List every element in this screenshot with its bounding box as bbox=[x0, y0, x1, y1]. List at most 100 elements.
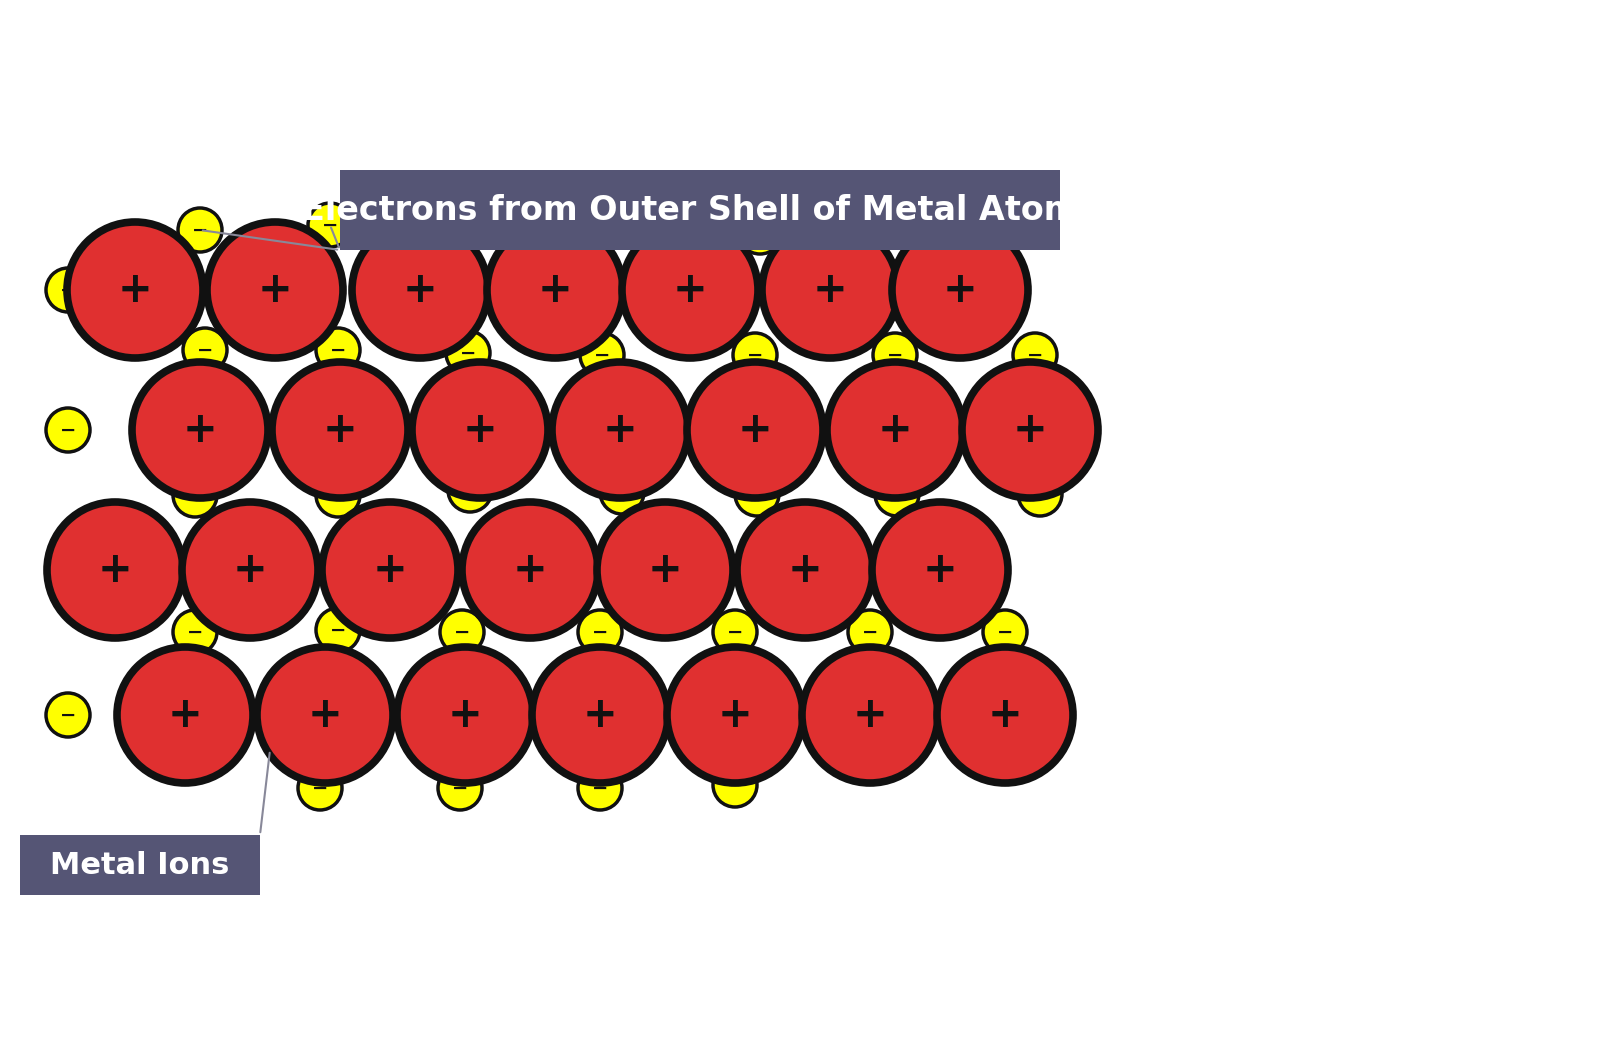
Circle shape bbox=[552, 363, 688, 498]
Circle shape bbox=[597, 502, 733, 638]
Text: −: − bbox=[330, 485, 346, 505]
Text: −: − bbox=[886, 346, 902, 365]
Text: −: − bbox=[726, 622, 742, 641]
Circle shape bbox=[317, 473, 360, 517]
Circle shape bbox=[178, 208, 222, 252]
Circle shape bbox=[874, 333, 917, 377]
Text: +: + bbox=[672, 269, 707, 311]
Circle shape bbox=[206, 222, 342, 358]
Text: −: − bbox=[462, 480, 478, 499]
Circle shape bbox=[438, 766, 482, 810]
Text: −: − bbox=[459, 343, 477, 363]
Circle shape bbox=[446, 331, 490, 375]
Text: −: − bbox=[451, 778, 469, 797]
Circle shape bbox=[938, 210, 982, 254]
Text: −: − bbox=[192, 220, 208, 240]
Circle shape bbox=[686, 363, 822, 498]
Text: −: − bbox=[1027, 346, 1043, 365]
Circle shape bbox=[762, 222, 898, 358]
Circle shape bbox=[600, 470, 643, 514]
Text: +: + bbox=[853, 694, 888, 736]
Text: −: − bbox=[747, 346, 763, 365]
Circle shape bbox=[307, 204, 352, 247]
Text: +: + bbox=[168, 694, 202, 736]
Text: −: − bbox=[454, 622, 470, 641]
Text: −: − bbox=[862, 622, 878, 641]
Circle shape bbox=[533, 208, 578, 252]
Text: −: − bbox=[59, 706, 77, 724]
Circle shape bbox=[893, 222, 1027, 358]
Circle shape bbox=[272, 363, 408, 498]
Circle shape bbox=[622, 222, 758, 358]
Circle shape bbox=[802, 647, 938, 783]
Text: +: + bbox=[258, 269, 293, 311]
Text: −: − bbox=[59, 281, 77, 300]
Text: −: − bbox=[890, 484, 906, 504]
Text: −: − bbox=[547, 220, 563, 240]
Circle shape bbox=[714, 763, 757, 807]
Circle shape bbox=[67, 222, 203, 358]
Circle shape bbox=[298, 766, 342, 810]
Text: +: + bbox=[787, 549, 822, 591]
Circle shape bbox=[1013, 333, 1058, 377]
Text: −: − bbox=[330, 620, 346, 639]
Text: −: − bbox=[99, 546, 117, 565]
Text: +: + bbox=[538, 269, 573, 311]
Text: +: + bbox=[878, 409, 912, 450]
Text: −: − bbox=[187, 485, 203, 505]
Text: +: + bbox=[923, 549, 957, 591]
Circle shape bbox=[486, 222, 622, 358]
Circle shape bbox=[46, 408, 90, 452]
Text: Metal Ions: Metal Ions bbox=[50, 850, 230, 880]
Text: −: − bbox=[322, 215, 338, 234]
Text: −: − bbox=[749, 484, 765, 504]
Circle shape bbox=[173, 610, 218, 654]
Circle shape bbox=[738, 210, 782, 254]
Circle shape bbox=[1018, 472, 1062, 516]
Text: −: − bbox=[726, 776, 742, 795]
Text: +: + bbox=[403, 269, 437, 311]
Text: +: + bbox=[373, 549, 408, 591]
Circle shape bbox=[448, 469, 493, 512]
Text: Electrons from Outer Shell of Metal Atoms: Electrons from Outer Shell of Metal Atom… bbox=[302, 194, 1098, 227]
FancyBboxPatch shape bbox=[339, 170, 1059, 250]
Text: +: + bbox=[738, 409, 773, 450]
Circle shape bbox=[733, 333, 778, 377]
Text: +: + bbox=[98, 549, 133, 591]
Text: +: + bbox=[512, 549, 547, 591]
Circle shape bbox=[46, 268, 90, 312]
Text: +: + bbox=[648, 549, 682, 591]
Circle shape bbox=[734, 472, 779, 516]
Circle shape bbox=[86, 533, 130, 577]
Circle shape bbox=[440, 610, 483, 654]
Text: +: + bbox=[987, 694, 1022, 736]
Circle shape bbox=[46, 502, 182, 638]
Text: −: − bbox=[312, 778, 328, 797]
Text: +: + bbox=[718, 694, 752, 736]
Circle shape bbox=[578, 610, 622, 654]
Circle shape bbox=[131, 363, 269, 498]
Text: +: + bbox=[1013, 409, 1048, 450]
Circle shape bbox=[667, 647, 803, 783]
Circle shape bbox=[872, 502, 1008, 638]
Circle shape bbox=[413, 363, 547, 498]
Circle shape bbox=[714, 610, 757, 654]
Text: +: + bbox=[182, 409, 218, 450]
Text: +: + bbox=[603, 409, 637, 450]
Circle shape bbox=[579, 333, 624, 377]
Circle shape bbox=[578, 766, 622, 810]
Circle shape bbox=[531, 647, 669, 783]
Text: +: + bbox=[942, 269, 978, 311]
Text: +: + bbox=[232, 549, 267, 591]
Circle shape bbox=[173, 473, 218, 517]
Circle shape bbox=[352, 222, 488, 358]
Text: −: − bbox=[997, 622, 1013, 641]
Circle shape bbox=[317, 608, 360, 652]
Circle shape bbox=[962, 363, 1098, 498]
Text: −: − bbox=[614, 482, 630, 501]
Text: −: − bbox=[1032, 484, 1048, 504]
Text: +: + bbox=[118, 269, 152, 311]
Text: +: + bbox=[323, 409, 357, 450]
Text: −: − bbox=[752, 223, 768, 242]
Text: −: − bbox=[592, 778, 608, 797]
